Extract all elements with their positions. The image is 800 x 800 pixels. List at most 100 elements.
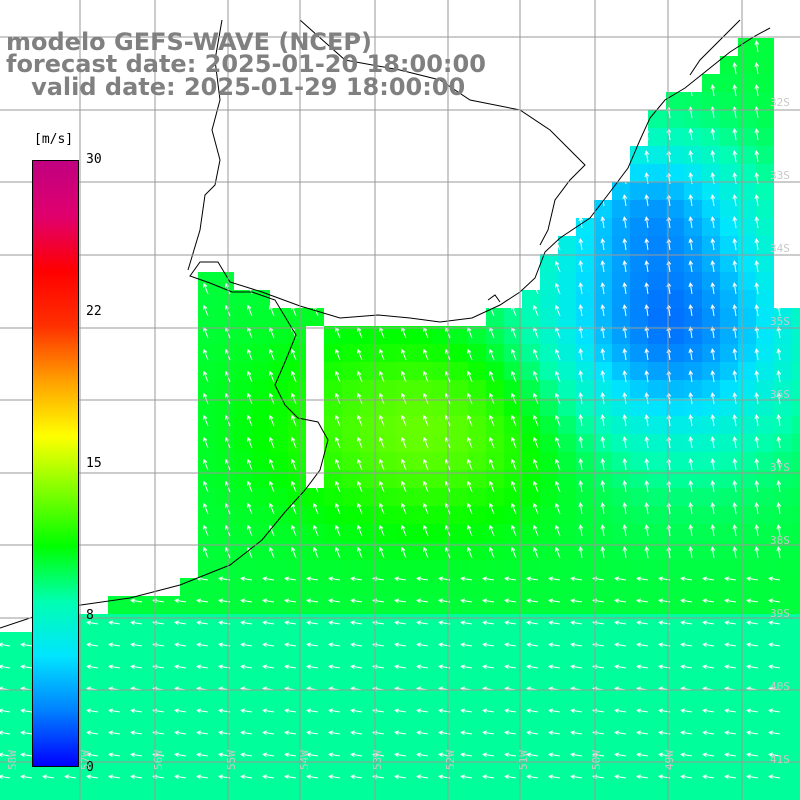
field-cell: [432, 344, 450, 362]
wind-arrow: [416, 642, 429, 648]
wind-arrow: [710, 304, 716, 317]
field-cell: [666, 182, 684, 200]
field-cell: [522, 740, 540, 758]
field-cell: [792, 758, 800, 776]
field-cell: [252, 650, 270, 668]
field-cell: [252, 596, 270, 614]
field-cell: [396, 488, 414, 506]
field-cell: [792, 452, 800, 470]
field-cell: [252, 290, 270, 308]
wind-arrow: [466, 392, 473, 405]
field-cell: [756, 704, 774, 722]
field-cell: [396, 578, 414, 596]
field-cell: [378, 722, 396, 740]
wind-arrow: [724, 774, 737, 780]
wind-arrow: [644, 436, 650, 449]
wind-arrow: [312, 524, 319, 537]
wind-arrow: [482, 642, 495, 648]
wind-arrow: [776, 524, 782, 537]
field-cell: [792, 560, 800, 578]
field-cell: [0, 776, 18, 794]
wind-arrow: [466, 480, 473, 493]
field-cell: [216, 560, 234, 578]
field-cell: [720, 380, 738, 398]
field-cell: [414, 326, 432, 344]
field-cell: [774, 722, 792, 740]
field-cell: [738, 74, 756, 92]
wind-arrow: [86, 664, 99, 670]
field-cell: [162, 740, 180, 758]
field-cell: [684, 632, 702, 650]
wind-arrow: [710, 370, 716, 383]
wind-arrow: [578, 414, 584, 427]
lon-label: 57W: [79, 750, 92, 770]
field-cell: [738, 308, 756, 326]
title-model: modelo GEFS-WAVE (NCEP): [6, 28, 372, 56]
field-cell: [720, 164, 738, 182]
wind-arrow: [196, 598, 209, 604]
field-cell: [468, 722, 486, 740]
wind-arrow: [548, 576, 561, 582]
field-cell: [558, 596, 576, 614]
field-cell: [432, 452, 450, 470]
field-cell: [342, 560, 360, 578]
field-cell: [144, 632, 162, 650]
wind-arrow: [688, 414, 694, 427]
wind-arrow: [416, 620, 429, 626]
field-cell: [414, 578, 432, 596]
wind-arrow: [284, 708, 297, 714]
field-cell: [648, 722, 666, 740]
field-cell: [612, 686, 630, 704]
field-cell: [252, 704, 270, 722]
wind-arrow: [488, 524, 495, 537]
wind-arrow: [578, 260, 584, 273]
field-cell: [198, 272, 216, 290]
field-cell: [504, 722, 522, 740]
field-cell: [594, 398, 612, 416]
field-cell: [738, 236, 756, 254]
field-cell: [270, 560, 288, 578]
field-cell: [414, 524, 432, 542]
field-cell: [342, 380, 360, 398]
field-cell: [270, 542, 288, 560]
wind-arrow: [622, 260, 628, 273]
wind-arrow: [622, 238, 628, 251]
wind-arrow: [240, 576, 253, 582]
wind-arrow: [644, 326, 650, 339]
wind-arrow: [578, 502, 584, 515]
wind-arrow: [578, 282, 584, 295]
field-cell: [522, 650, 540, 668]
field-cell: [216, 722, 234, 740]
field-cell: [792, 344, 800, 362]
field-cell: [594, 794, 612, 800]
wind-arrow: [268, 458, 275, 471]
field-cell: [108, 722, 126, 740]
wind-arrow: [600, 304, 606, 317]
field-cell: [522, 578, 540, 596]
wind-arrow: [776, 414, 782, 427]
field-cell: [180, 668, 198, 686]
wind-arrow: [400, 370, 407, 383]
wind-arrow: [614, 664, 627, 670]
field-cell: [504, 506, 522, 524]
field-cell: [216, 398, 234, 416]
wind-arrow: [394, 576, 407, 582]
wind-arrow: [240, 620, 253, 626]
field-cell: [576, 794, 594, 800]
wind-arrow: [268, 546, 275, 559]
field-cell: [288, 542, 306, 560]
field-cell: [540, 488, 558, 506]
field-cell: [666, 452, 684, 470]
field-cell: [0, 632, 18, 650]
wind-arrow: [290, 304, 297, 317]
field-cell: [720, 794, 738, 800]
field-cell: [612, 236, 630, 254]
field-cell: [540, 668, 558, 686]
field-cell: [756, 38, 774, 56]
field-cell: [288, 650, 306, 668]
field-cell: [684, 416, 702, 434]
field-cell: [576, 236, 594, 254]
field-cell: [432, 506, 450, 524]
wind-arrow: [196, 620, 209, 626]
field-cell: [270, 308, 288, 326]
